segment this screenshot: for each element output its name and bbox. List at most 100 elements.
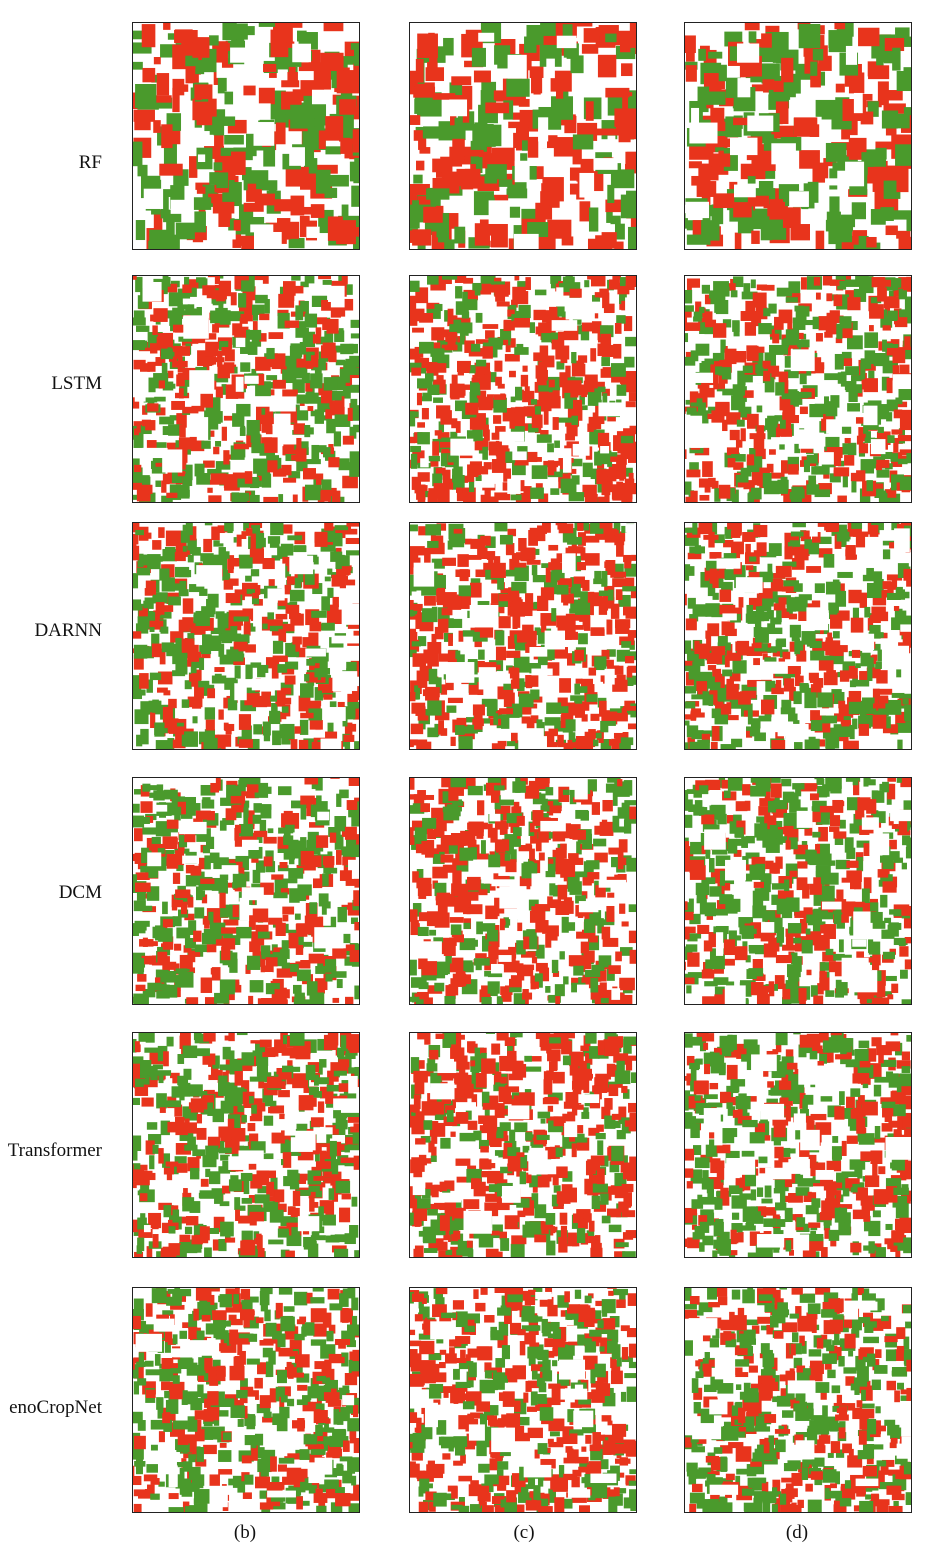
map-patch: [295, 448, 307, 462]
map-patch: [838, 460, 845, 467]
map-patch: [747, 710, 753, 725]
map-patch: [462, 630, 475, 637]
map-patch: [304, 674, 310, 682]
map-patch: [715, 701, 724, 710]
map-patch: [455, 725, 465, 735]
map-patch: [878, 695, 889, 704]
map-patch: [232, 873, 244, 885]
map-patch: [226, 780, 238, 786]
map-gap: [809, 529, 818, 537]
map-patch: [705, 560, 719, 571]
map-patch: [531, 465, 548, 479]
map-patch: [152, 592, 168, 604]
map-patch: [434, 626, 444, 640]
map-patch: [172, 872, 181, 884]
map-patch: [534, 973, 543, 988]
map-patch: [206, 944, 217, 953]
map-patch: [442, 965, 448, 976]
map-patch: [434, 712, 450, 721]
map-patch: [495, 664, 501, 670]
map-patch: [536, 434, 552, 443]
map-patch: [137, 340, 147, 348]
map-patch: [758, 715, 772, 722]
map-patch: [559, 372, 568, 388]
map-patch: [161, 362, 168, 377]
map-patch: [187, 554, 194, 563]
map-patch: [135, 220, 146, 241]
map-patch: [625, 401, 636, 408]
map-patch: [831, 524, 847, 536]
map-patch: [525, 843, 532, 851]
map-patch: [172, 916, 182, 927]
map-patch: [893, 438, 899, 453]
map-patch: [886, 592, 901, 600]
map-patch: [612, 679, 628, 692]
map-patch: [153, 120, 161, 133]
map-patch: [231, 904, 239, 918]
map-patch: [902, 280, 911, 291]
map-patch: [210, 627, 223, 635]
map-patch: [179, 580, 187, 597]
map-patch: [795, 332, 804, 340]
map-patch: [905, 721, 911, 731]
map-patch: [839, 670, 850, 682]
map-patch: [486, 708, 496, 717]
map-patch: [490, 223, 508, 248]
map-patch: [562, 789, 570, 796]
map-patch: [272, 730, 281, 746]
map-patch: [289, 589, 305, 602]
map-patch: [517, 678, 525, 692]
map-patch: [142, 606, 148, 621]
map-patch: [529, 848, 535, 861]
map-gap: [785, 723, 809, 740]
map-patch: [161, 577, 175, 592]
map-patch: [278, 827, 287, 834]
map-patch: [196, 186, 206, 194]
map-patch: [251, 593, 260, 605]
map-patch: [860, 459, 875, 474]
map-patch: [594, 381, 605, 388]
map-patch: [224, 723, 235, 732]
map-patch: [410, 351, 417, 360]
map-patch: [143, 554, 151, 566]
map-patch: [308, 632, 319, 649]
map-patch: [838, 155, 858, 164]
map-gap: [314, 927, 344, 949]
map-patch: [719, 286, 730, 297]
map-patch: [592, 399, 602, 406]
map-patch: [134, 920, 150, 927]
map-patch: [619, 636, 635, 646]
map-patch: [441, 344, 458, 351]
map-patch: [133, 996, 146, 1004]
map-patch: [247, 183, 257, 196]
map-patch: [500, 986, 513, 995]
map-patch: [479, 718, 491, 724]
map-patch: [845, 385, 853, 393]
map-patch: [605, 303, 615, 313]
map-patch: [751, 230, 760, 244]
map-patch: [774, 316, 784, 330]
map-patch: [431, 807, 447, 819]
map-patch: [178, 971, 194, 988]
map-patch: [447, 618, 463, 628]
map-patch: [894, 610, 907, 618]
map-patch: [178, 437, 193, 450]
map-patch: [297, 573, 306, 583]
map-patch: [881, 376, 890, 391]
map-patch: [561, 916, 569, 933]
map-patch: [290, 964, 299, 972]
map-patch: [602, 393, 608, 406]
map-patch: [223, 579, 233, 590]
map-gap: [325, 707, 346, 721]
map-patch: [761, 699, 775, 715]
map-patch: [160, 194, 169, 219]
map-patch: [624, 655, 635, 664]
map-patch: [469, 464, 482, 476]
map-patch: [525, 277, 531, 291]
map-patch: [612, 578, 626, 588]
map-patch: [447, 308, 454, 325]
map-patch: [555, 80, 564, 99]
map-patch: [456, 487, 463, 493]
map-patch: [224, 135, 244, 145]
map-patch: [444, 995, 456, 1004]
